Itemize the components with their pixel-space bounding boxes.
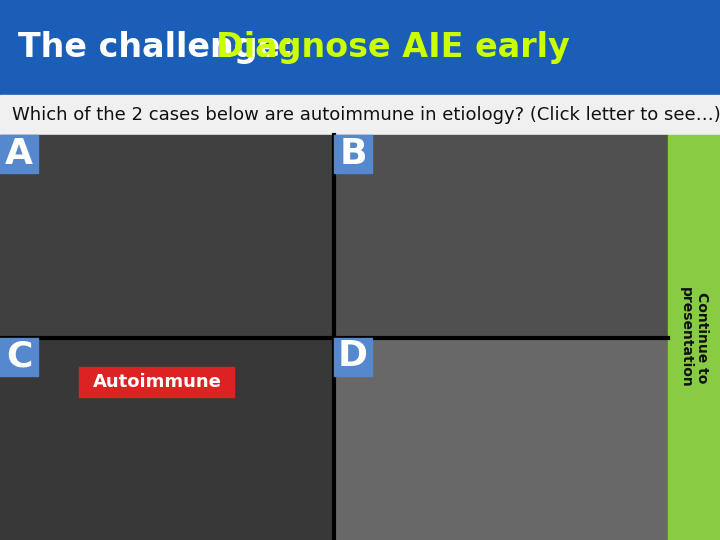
Text: Which of the 2 cases below are autoimmune in etiology? (Click letter to see…): Which of the 2 cases below are autoimmun… <box>12 106 720 124</box>
Bar <box>0 338 38 375</box>
Text: The challenge:: The challenge: <box>18 31 305 64</box>
Text: Continue to
presentation: Continue to presentation <box>679 287 709 388</box>
Text: A: A <box>5 137 33 171</box>
Bar <box>0 95 720 135</box>
Bar <box>334 135 372 173</box>
Bar <box>668 135 720 540</box>
Bar <box>334 135 668 338</box>
Text: Autoimmune: Autoimmune <box>93 373 222 391</box>
Bar <box>0 338 334 540</box>
Bar <box>0 0 720 95</box>
Text: B: B <box>339 137 366 171</box>
Text: C: C <box>6 340 32 374</box>
Text: D: D <box>338 340 368 374</box>
Text: Diagnose AIE early: Diagnose AIE early <box>216 31 570 64</box>
Bar <box>79 367 235 397</box>
Bar <box>0 135 334 338</box>
Bar <box>334 338 668 540</box>
Bar <box>334 338 372 375</box>
Bar <box>0 135 38 173</box>
